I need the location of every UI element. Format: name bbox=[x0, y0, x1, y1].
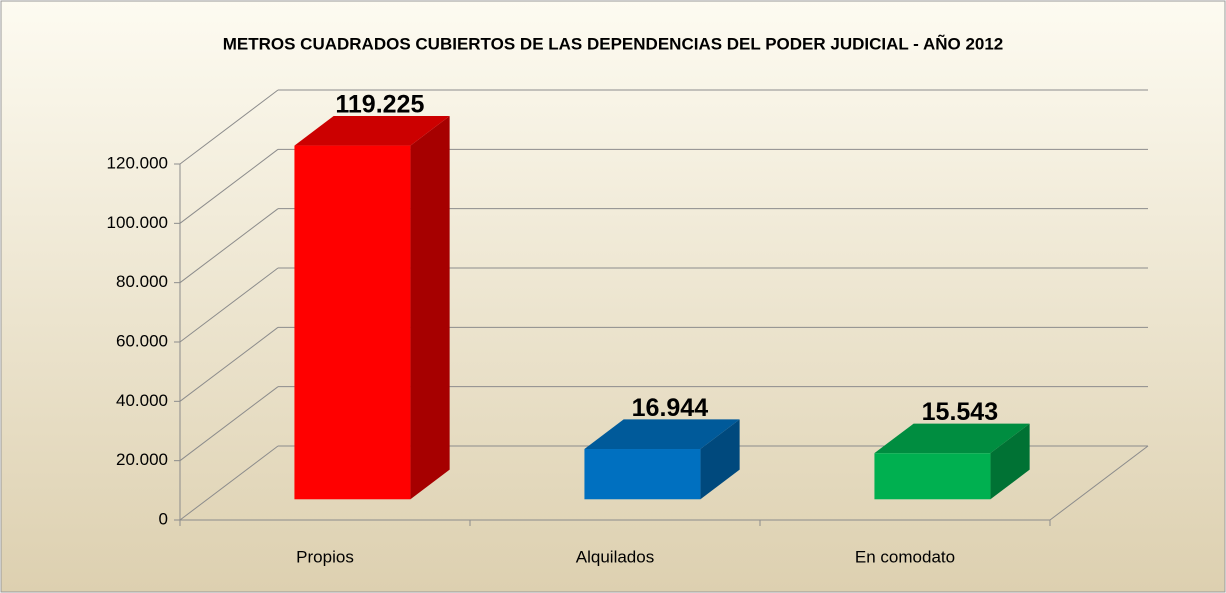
y-tick-label: 80.000 bbox=[116, 272, 168, 291]
bar-top bbox=[584, 419, 740, 450]
data-label: 119.225 bbox=[335, 91, 424, 119]
side-grid-line bbox=[179, 89, 279, 165]
y-tick-label: 0 bbox=[159, 509, 168, 528]
side-grid-line bbox=[179, 208, 279, 284]
bar bbox=[584, 449, 701, 500]
side-grid-line bbox=[179, 267, 279, 343]
y-tick-label: 120.000 bbox=[107, 153, 168, 172]
data-label: 16.944 bbox=[632, 394, 709, 422]
y-tick-label: 100.000 bbox=[107, 213, 168, 232]
x-tick-label: Alquilados bbox=[576, 547, 654, 566]
side-grid-line bbox=[179, 148, 279, 224]
x-tick-label: En comodato bbox=[855, 547, 955, 566]
side-grid-line bbox=[179, 445, 279, 521]
bar-top bbox=[294, 115, 450, 146]
bar bbox=[294, 145, 411, 500]
bar-side bbox=[990, 423, 1030, 500]
bar-side bbox=[700, 419, 740, 500]
y-tick-label: 40.000 bbox=[116, 391, 168, 410]
bar-side bbox=[410, 115, 450, 500]
data-label: 15.543 bbox=[922, 398, 998, 426]
side-grid-line bbox=[179, 326, 279, 402]
bar-top bbox=[874, 423, 1030, 454]
y-tick-label: 20.000 bbox=[116, 450, 168, 469]
floor-edge bbox=[1049, 445, 1149, 521]
x-tick-label: Propios bbox=[296, 547, 354, 566]
y-tick-label: 60.000 bbox=[116, 331, 168, 350]
chart-title: METROS CUADRADOS CUBIERTOS DE LAS DEPEND… bbox=[223, 33, 1004, 53]
bar bbox=[874, 453, 991, 500]
side-grid-line bbox=[179, 386, 279, 462]
